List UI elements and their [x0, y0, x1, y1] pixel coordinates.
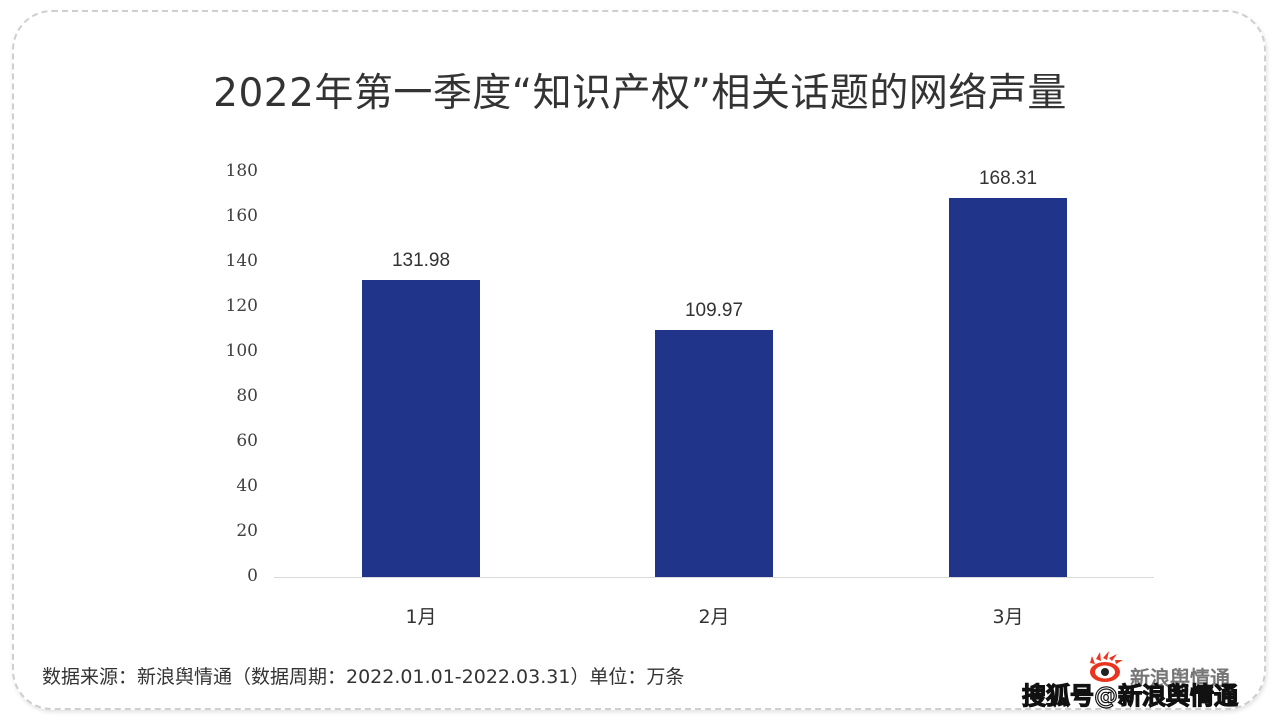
y-tick-label: 180: [225, 161, 258, 181]
data-label: 109.97: [684, 299, 744, 321]
y-tick-label: 140: [225, 251, 258, 271]
y-tick-label: 20: [236, 521, 258, 541]
bar-3: [949, 198, 1067, 577]
y-tick-label: 80: [236, 386, 258, 406]
y-tick-label: 40: [236, 476, 258, 496]
y-tick-label: 60: [236, 431, 258, 451]
data-label: 131.98: [391, 250, 451, 272]
bar-2: [655, 329, 773, 577]
source-note: 数据来源：新浪舆情通（数据周期：2022.01.01-2022.03.31）单位…: [42, 666, 685, 688]
x-tick-label: 3月: [992, 606, 1024, 628]
chart-title: 2022年第一季度“知识产权”相关话题的网络声量: [213, 71, 1067, 116]
data-label: 168.31: [978, 168, 1038, 190]
y-tick-label: 120: [225, 296, 258, 316]
x-axis-line: [274, 577, 1154, 578]
watermark: 搜狐号@新浪舆情通: [1021, 681, 1238, 710]
y-tick-label: 100: [225, 341, 258, 361]
y-tick-label: 160: [225, 206, 258, 226]
logo-text: 新浪舆情通: [1130, 666, 1230, 690]
x-tick-label: 2月: [698, 606, 730, 628]
sina-eye-logo-icon: [1090, 651, 1123, 682]
bar-1: [362, 280, 480, 577]
x-tick-label: 1月: [405, 606, 437, 628]
y-tick-label: 0: [247, 566, 258, 586]
